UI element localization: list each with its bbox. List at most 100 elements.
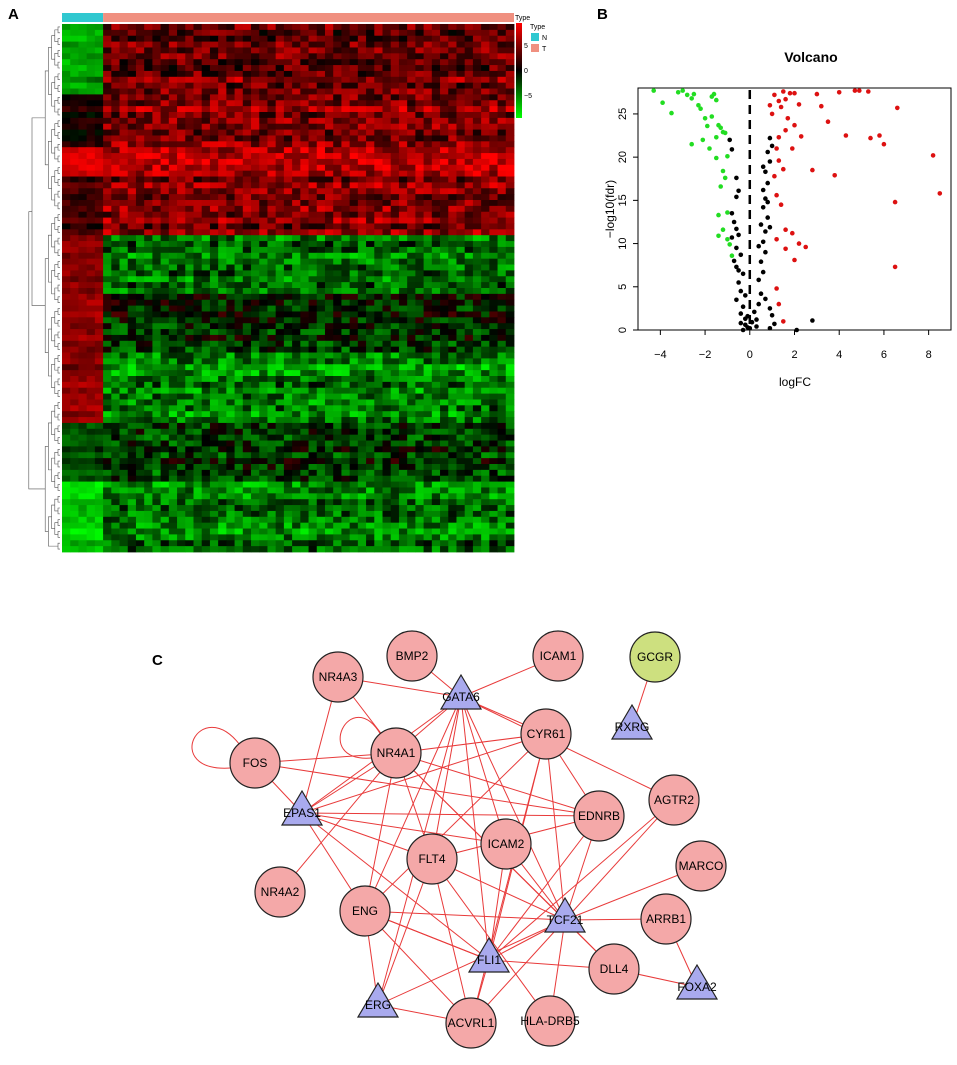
heatmap-cell [127, 393, 137, 400]
heatmap-cell [374, 176, 383, 183]
heatmap-cell [259, 88, 268, 95]
heatmap-cell [177, 522, 186, 529]
heatmap-cell [505, 59, 515, 66]
heatmap-cell [201, 428, 211, 436]
heatmap-cell [390, 540, 400, 547]
heatmap-cell [267, 469, 277, 477]
heatmap-cell [160, 370, 170, 377]
heatmap-cell [324, 194, 334, 201]
heatmap-cell [94, 24, 104, 31]
heatmap-cell [168, 352, 178, 359]
heatmap-cell [382, 276, 392, 283]
heatmap-cell [193, 493, 203, 500]
heatmap-cell [267, 282, 277, 289]
annotation-normal [62, 13, 104, 22]
heatmap-cell [168, 217, 178, 224]
heatmap-cell [292, 158, 301, 166]
heatmap-cell [135, 510, 145, 518]
heatmap-cell [366, 53, 375, 60]
heatmap-cell [357, 452, 367, 459]
heatmap-cell [251, 117, 260, 125]
heatmap-cell [489, 464, 498, 471]
heatmap-cell [366, 370, 375, 377]
heatmap-cell [70, 123, 79, 130]
heatmap-cell [86, 188, 96, 195]
heatmap-cell [103, 117, 112, 125]
heatmap-cell [324, 41, 334, 48]
heatmap-cell [407, 352, 416, 359]
heatmap-cell [481, 205, 490, 213]
heatmap-cell [70, 182, 79, 189]
heatmap-cell [152, 282, 162, 289]
heatmap-cell [423, 147, 433, 154]
heatmap-cell [242, 194, 252, 201]
heatmap-cell [423, 112, 433, 119]
heatmap-cell [415, 493, 424, 500]
heatmap-cell [374, 112, 383, 119]
heatmap-cell [440, 393, 449, 400]
heatmap-cell [423, 188, 433, 195]
heatmap-cell [505, 88, 515, 95]
heatmap-cell [308, 352, 318, 359]
heatmap-cell [168, 147, 178, 154]
heatmap-cell [218, 270, 227, 277]
heatmap-cell [218, 516, 227, 524]
heatmap-cell [333, 458, 342, 465]
heatmap-cell [300, 153, 309, 160]
heatmap-cell [308, 311, 318, 318]
heatmap-cell [497, 70, 507, 78]
heatmap-cell [481, 88, 490, 95]
heatmap-cell [185, 417, 194, 424]
heatmap-cell [127, 417, 137, 424]
heatmap-cell [62, 528, 71, 535]
heatmap-cell [70, 528, 79, 535]
heatmap-cell [201, 499, 211, 506]
heatmap-cell [152, 217, 162, 224]
heatmap-cell [308, 223, 318, 230]
heatmap-cell [398, 88, 408, 95]
heatmap-cell [283, 505, 293, 512]
heatmap-cell [62, 276, 71, 283]
heatmap-cell [242, 428, 252, 436]
heatmap-cell [300, 510, 309, 518]
heatmap-cell [242, 458, 252, 465]
dendrogram-branch [48, 516, 58, 547]
heatmap-cell [86, 252, 96, 260]
heatmap-cell [70, 88, 79, 95]
heatmap-cell [308, 282, 318, 289]
heatmap-cell [505, 264, 515, 271]
heatmap-cell [160, 452, 170, 459]
heatmap-cell [103, 288, 112, 295]
heatmap-cell [415, 323, 424, 330]
heatmap-cell [251, 112, 260, 119]
heatmap-cell [144, 188, 153, 195]
heatmap-cell [481, 499, 490, 506]
heatmap-cell [70, 293, 79, 301]
heatmap-cell [357, 323, 367, 330]
heatmap-cell [259, 117, 268, 125]
heatmap-cell [119, 440, 129, 447]
heatmap-cell [209, 246, 219, 254]
heatmap-cell [398, 411, 408, 418]
heatmap-cell [283, 464, 293, 471]
heatmap-cell [144, 123, 153, 130]
heatmap-cell [448, 422, 457, 430]
heatmap-cell [251, 88, 260, 95]
heatmap-cell [242, 293, 252, 301]
heatmap-cell [259, 24, 268, 31]
heatmap-cell [242, 88, 252, 95]
heatmap-cell [341, 340, 351, 348]
heatmap-cell [456, 446, 466, 453]
heatmap-cell [407, 364, 416, 371]
heatmap-cell [226, 76, 235, 84]
heatmap-cell [283, 65, 293, 72]
heatmap-cell [440, 112, 449, 119]
heatmap-cell [111, 141, 120, 148]
heatmap-cell [168, 24, 178, 31]
heatmap-cell [144, 534, 153, 541]
heatmap-cell [160, 440, 170, 447]
heatmap-cell [144, 241, 153, 248]
dendrogram-branch [57, 378, 60, 386]
heatmap-cell [349, 305, 359, 312]
heatmap-cell [111, 434, 120, 441]
